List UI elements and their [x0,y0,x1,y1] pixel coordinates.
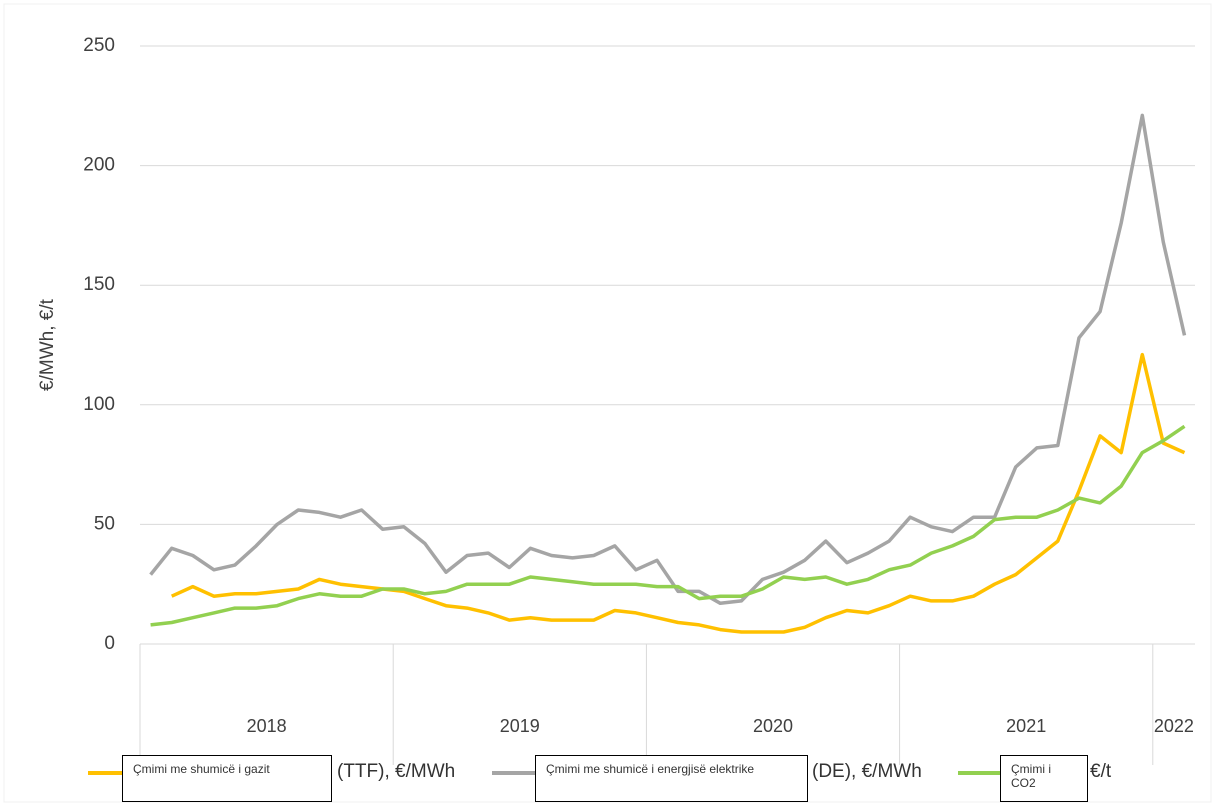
y-tick-label: 150 [83,274,115,295]
y-axis-label: €/MWh, €/t [37,298,58,391]
x-tick-label: 2018 [247,716,287,736]
y-tick-label: 250 [83,35,115,56]
x-tick-label: 2020 [753,716,793,736]
legend-label: Çmimi i CO2 [1000,755,1088,802]
y-tick-label: 50 [94,513,115,534]
legend-unit: (TTF), €/MWh [337,761,456,782]
series-line [149,113,1187,606]
legend-unit: €/t [1090,761,1112,782]
legend-label: Çmimi me shumicë i gazit [122,755,332,802]
y-tick-label: 100 [83,394,115,415]
series-line [170,352,1186,634]
x-tick-label: 2022 [1154,716,1194,736]
y-tick-label: 0 [104,633,115,654]
y-tick-label: 200 [83,155,115,176]
legend-label: Çmimi me shumicë i energjisë elektrike [535,755,808,802]
x-tick-label: 2019 [500,716,540,736]
frame [3,3,1212,803]
x-tick-label: 2021 [1006,716,1046,736]
series-line [150,424,1186,627]
legend-unit: (DE), €/MWh [812,761,922,782]
